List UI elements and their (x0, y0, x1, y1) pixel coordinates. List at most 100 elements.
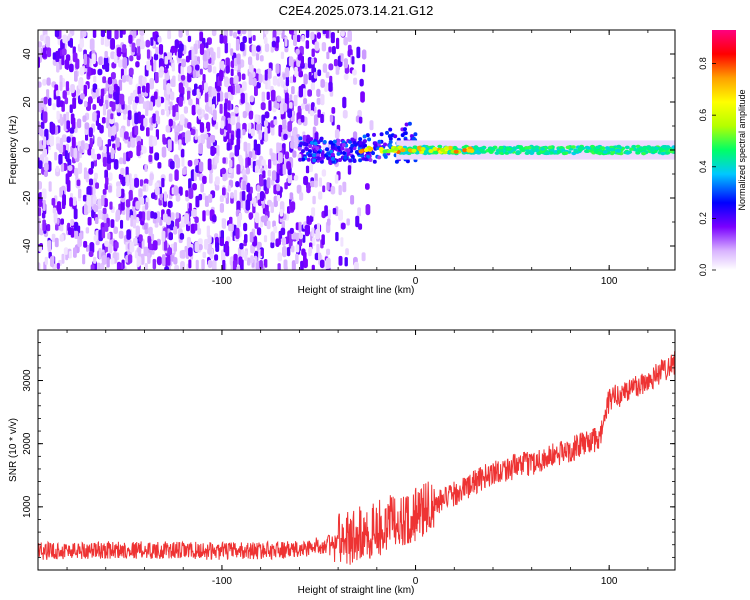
spectrogram-cell (233, 189, 238, 202)
spectrogram-cell (161, 230, 166, 242)
spectrogram-cell (325, 30, 329, 39)
spectrogram-cell (42, 78, 47, 86)
spectrogram-y-label: Frequency (Hz) (8, 116, 19, 185)
colorbar-label: Normalized spectral amplitude (737, 89, 747, 210)
spectrogram-cell (227, 185, 231, 192)
spectrogram-cell (247, 257, 251, 266)
spectrogram-cell (377, 139, 382, 144)
spectrogram-cell (87, 66, 91, 77)
spectrogram-cell (344, 257, 348, 267)
spectrogram-cell (277, 152, 283, 164)
spectrogram-cell (53, 215, 58, 224)
spectrogram-cell (119, 128, 124, 138)
spectrogram-y-tick-label: 40 (22, 48, 33, 60)
spectrogram-cell (278, 76, 284, 83)
spectrogram-cell (479, 148, 485, 153)
spectrogram-cell (305, 104, 309, 112)
spectrogram-cell (322, 63, 328, 73)
spectrogram-cell (162, 254, 166, 267)
spectrogram-cell (333, 59, 338, 67)
spectrogram-cell (363, 148, 369, 152)
spectrogram-x-tick-label: 0 (413, 276, 419, 287)
spectrogram-cell (236, 53, 241, 65)
spectrogram-cell (321, 42, 327, 52)
spectrogram-cell (70, 145, 75, 158)
spectrogram-cell (267, 80, 271, 90)
spectrogram-cell (237, 215, 241, 228)
spectrogram-cell (313, 114, 319, 126)
spectrogram-cell (66, 179, 71, 192)
spectrogram-cell (342, 96, 347, 109)
spectrogram-cell (150, 37, 154, 46)
spectrogram-cell (210, 53, 215, 66)
spectrogram-cell (100, 88, 105, 97)
spectrogram-cell (411, 136, 416, 141)
spectrogram-cell (250, 128, 255, 137)
spectrogram-cell (259, 260, 263, 269)
spectrogram-cell (236, 200, 241, 213)
spectrogram-cell (76, 179, 81, 187)
spectrogram-cell (104, 246, 108, 253)
spectrogram-cell (188, 247, 193, 257)
spectrogram-cell (206, 225, 210, 238)
spectrogram-cell (393, 147, 399, 152)
spectrogram-cell (260, 102, 266, 111)
spectrogram-cell (336, 141, 341, 146)
snr-x-tick-label: 0 (413, 576, 419, 587)
spectrogram-cell (44, 256, 48, 265)
spectrogram-cell (219, 34, 224, 44)
spectrogram-cell (142, 184, 146, 192)
spectrogram-cell (267, 169, 272, 177)
spectrogram-cell (51, 197, 56, 206)
spectrogram-cell (255, 52, 260, 61)
spectrogram-cell (326, 51, 330, 60)
spectrogram-cell (162, 213, 168, 223)
spectrogram-cell (251, 44, 257, 57)
spectrogram-cell (191, 208, 197, 218)
spectrogram-cell (100, 30, 105, 38)
spectrogram-cell (236, 164, 241, 175)
spectrogram-cell (71, 136, 76, 149)
spectrogram-cell (316, 150, 321, 155)
spectrogram-cell (235, 181, 240, 188)
spectrogram-cell (367, 137, 372, 142)
spectrogram-cell (352, 159, 357, 163)
spectrogram-cell (325, 147, 329, 152)
spectrogram-cell (383, 154, 388, 159)
spectrogram-cell (153, 60, 157, 72)
spectrogram-cell (38, 192, 43, 203)
spectrogram-cell (151, 192, 156, 199)
spectrogram-cell (84, 122, 90, 130)
spectrogram-cell (298, 157, 303, 162)
spectrogram-cell (249, 95, 254, 103)
spectrogram-cell (230, 60, 235, 68)
spectrogram-cell (259, 191, 265, 202)
spectrogram-cell (264, 43, 270, 53)
spectrogram-cell (38, 207, 42, 217)
spectrogram-cell (101, 255, 107, 265)
spectrogram-cell (72, 52, 78, 63)
spectrogram-cell (135, 225, 140, 237)
spectrogram-x-tick-label: -100 (212, 276, 232, 287)
spectrogram-cell (267, 68, 272, 79)
spectrogram-cell (60, 137, 64, 147)
spectrogram-cell (183, 106, 188, 114)
spectrogram-cell (369, 120, 374, 131)
spectrogram-cell (43, 170, 48, 177)
spectrogram-cell (328, 63, 334, 71)
spectrogram-cell (346, 148, 351, 153)
spectrogram-cell (221, 60, 225, 71)
spectrogram-cell (293, 94, 298, 107)
spectrogram-cell (59, 100, 64, 108)
spectrogram-cell (342, 151, 347, 155)
spectrogram-cell (74, 230, 79, 239)
spectrogram-cell (56, 63, 60, 73)
spectrogram-cell (72, 97, 77, 109)
spectrogram-cell (62, 34, 67, 44)
spectrogram-cell (89, 242, 95, 254)
spectrogram-cell (204, 82, 208, 93)
spectrogram-cell (61, 48, 67, 56)
spectrogram-cell (379, 132, 384, 137)
spectrogram-cell (277, 252, 282, 262)
